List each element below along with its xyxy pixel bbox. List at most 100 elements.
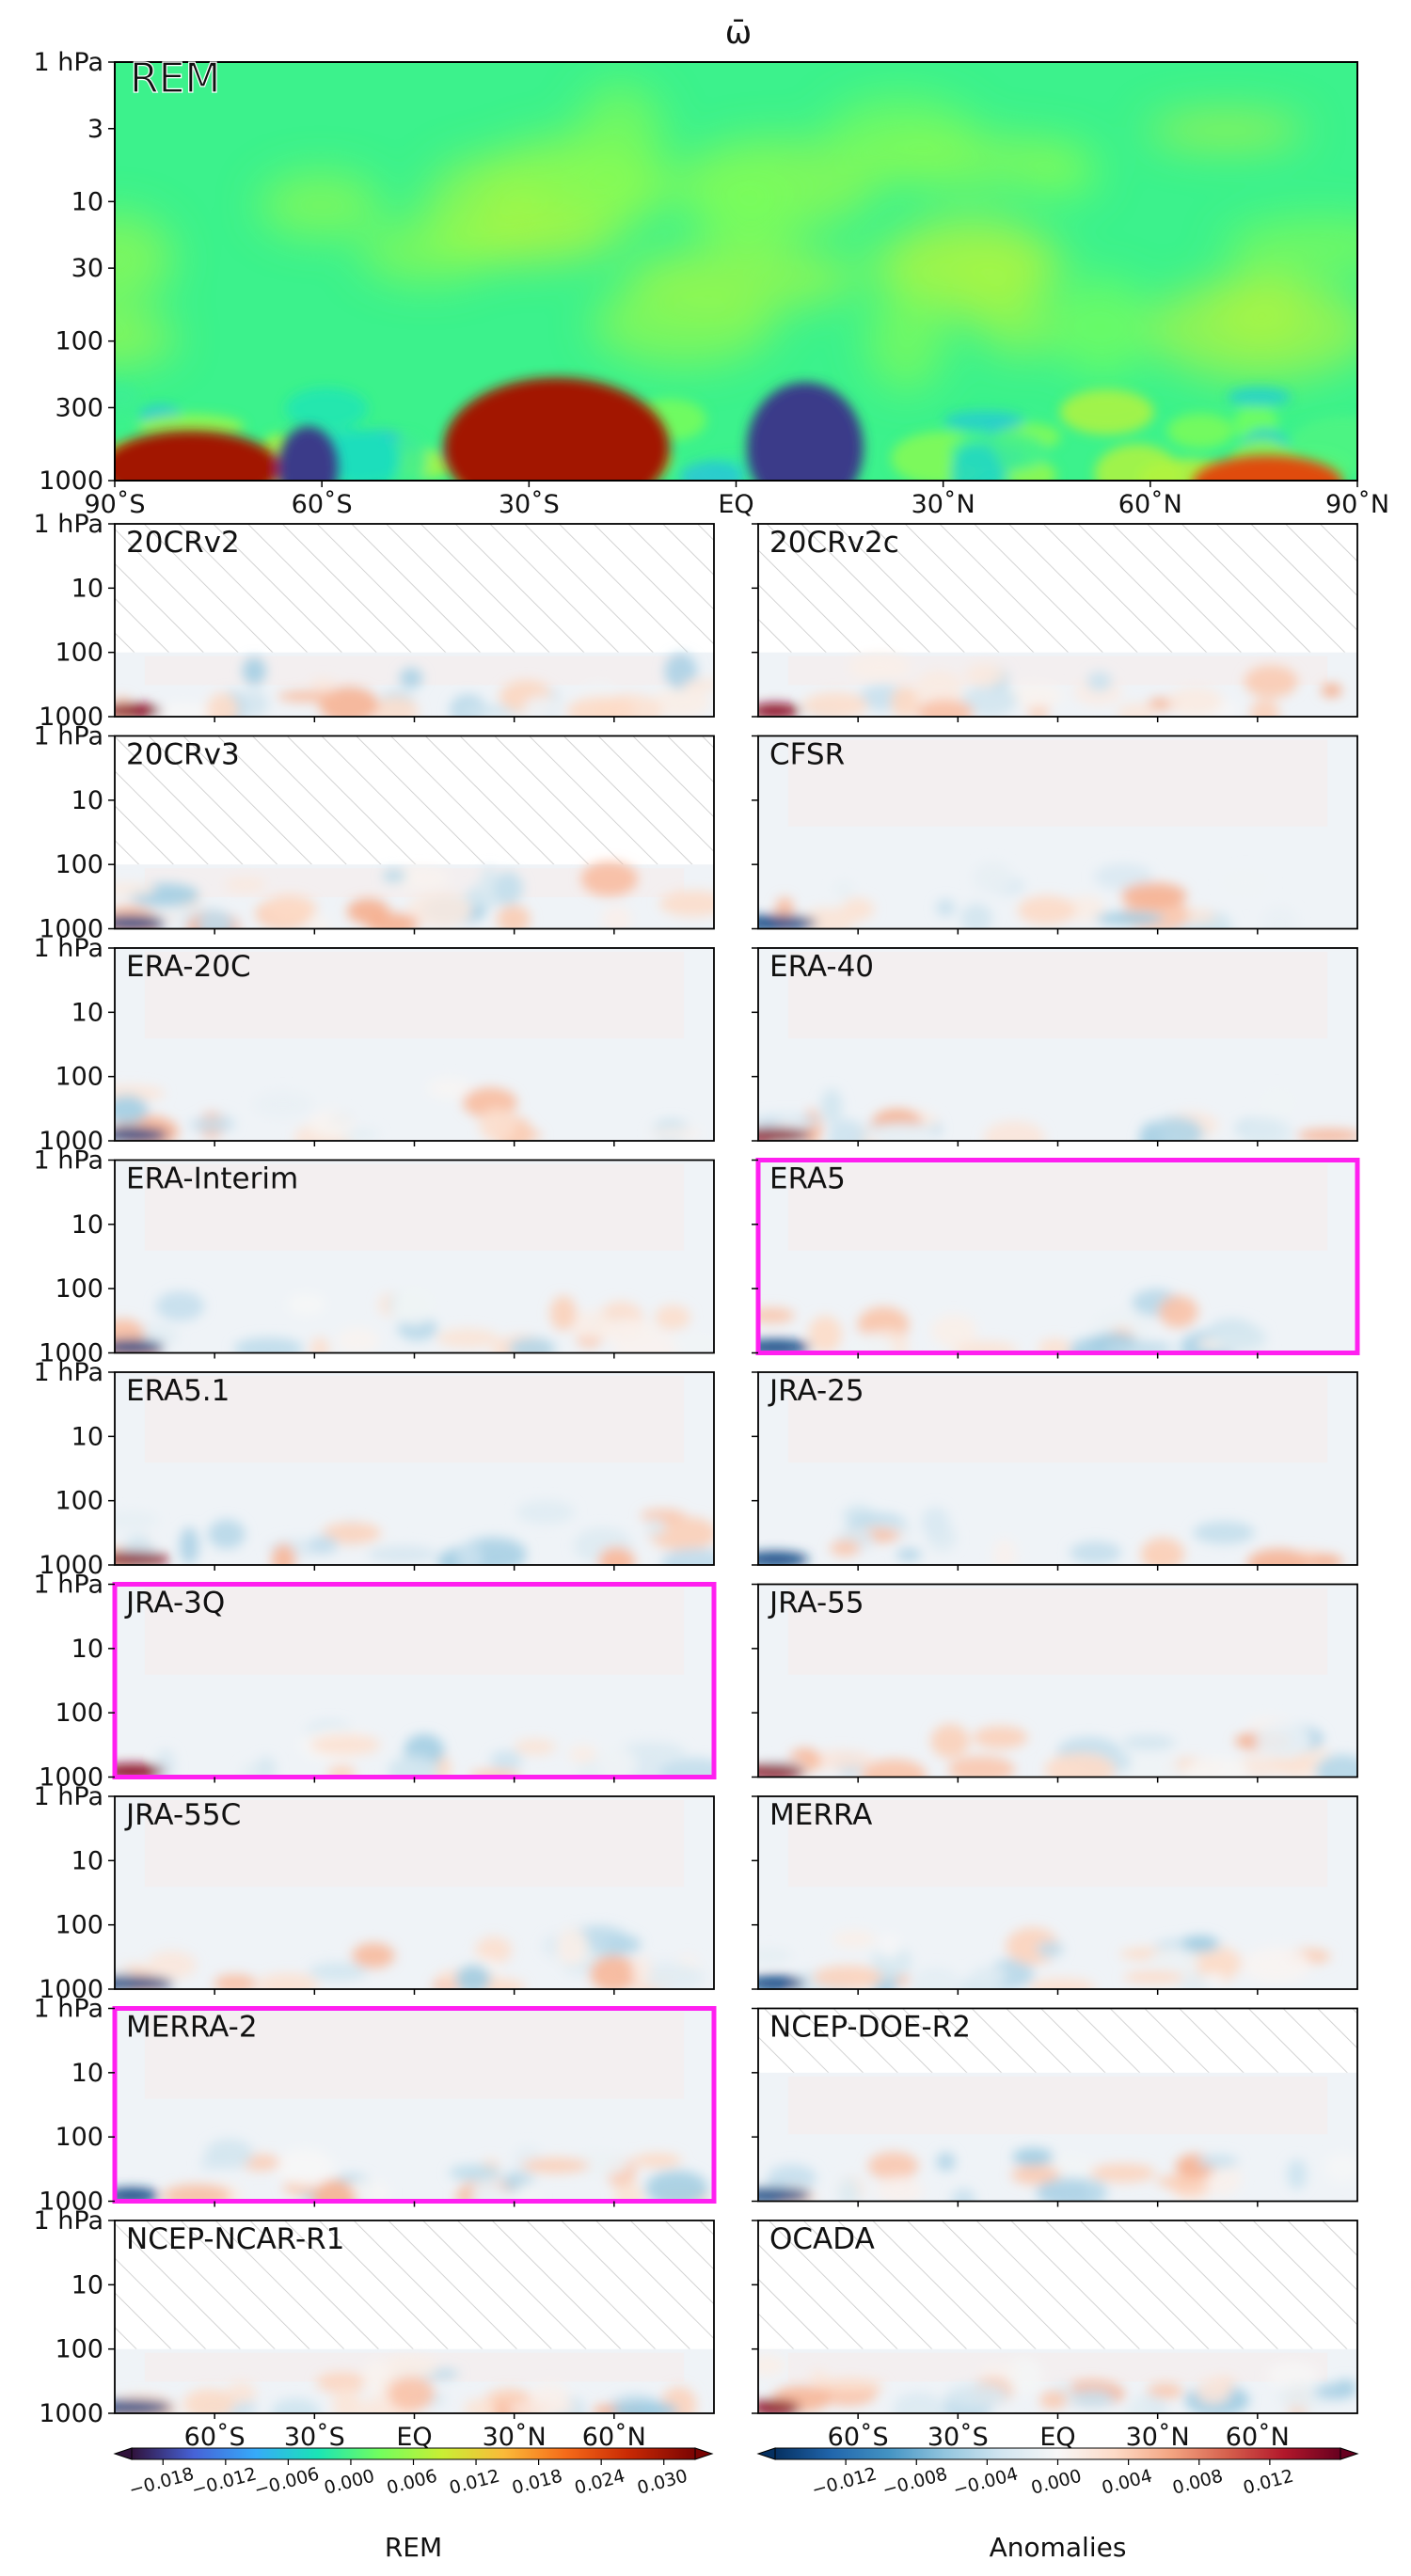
- panel-label: 20CRv2c: [769, 526, 899, 560]
- polar-surface-feature: [758, 2400, 801, 2413]
- colorbar-min-extend: [756, 2447, 776, 2460]
- panel-jra-3q: JRA-3Q 1 hPa 10 100 1000: [34, 1571, 717, 1793]
- colorbar-tick-label: −0.018: [127, 2463, 197, 2500]
- panel-label: 20CRv3: [126, 738, 240, 772]
- stratosphere-tint: [144, 1588, 685, 1675]
- panel-field: [115, 2220, 714, 2413]
- bottom-xtick-label: EQ: [1039, 2423, 1075, 2452]
- panel-era-interim: ERA-Interim 1 hPa 10 100 1000: [34, 1146, 715, 1368]
- rem-xtick-label: 90˚N: [1325, 490, 1389, 519]
- ytick-label: 1000: [39, 1763, 103, 1793]
- rem-feature-2: [443, 377, 670, 481]
- stratosphere-tint: [787, 1588, 1328, 1675]
- bottom-xtick-label: 30˚N: [483, 2423, 547, 2452]
- ytick-label: 100: [55, 1274, 103, 1304]
- panel-era-20c: ERA-20C 1 hPa 10 100 1000: [34, 934, 715, 1156]
- panel-field: [758, 1584, 1357, 1778]
- panel-label: ERA-40: [769, 950, 874, 984]
- ytick-label: 1 hPa: [34, 1358, 104, 1387]
- polar-surface-feature: [115, 1339, 165, 1353]
- panel-field: [758, 735, 1357, 929]
- panel-20crv2: 20CRv2 1 hPa 10 100 1000: [34, 510, 715, 732]
- colorbar-body: [131, 2447, 696, 2460]
- ytick-label: 100: [55, 2123, 103, 2152]
- panel-field: [758, 948, 1357, 1141]
- polar-surface-feature: [758, 1128, 812, 1141]
- ytick-label: 10: [71, 2270, 103, 2299]
- anomaly-blobs: [115, 653, 714, 717]
- ytick-label: 1000: [39, 1127, 103, 1156]
- polar-surface-feature: [115, 703, 162, 717]
- anomaly-blobs: [758, 1288, 1270, 1353]
- colorbars: −0.018−0.012−0.006 0.000 0.006 0.012 0.018 0.…: [113, 2447, 1359, 2563]
- no-data-hatch: [115, 524, 714, 653]
- ytick-label: 10: [71, 1210, 103, 1240]
- panel-merra-2: MERRA-2 1 hPa 10 100 1000: [34, 1995, 717, 2217]
- anomaly-blobs: [115, 2139, 710, 2202]
- colorbar-tick-label: 0.008: [1170, 2466, 1225, 2499]
- bottom-xtick-label: EQ: [396, 2423, 432, 2452]
- panel-ncep-doe-r2: NCEP-DOE-R2: [752, 2007, 1358, 2207]
- polar-surface-feature: [115, 915, 166, 929]
- ytick-label: 1000: [39, 1975, 103, 2004]
- ytick-label: 100: [55, 1063, 103, 1092]
- ytick-label: 10: [71, 998, 103, 1027]
- rem-lower-troposphere: [115, 383, 1357, 481]
- panel-20crv3: 20CRv3 1 hPa 10 100 1000: [34, 722, 715, 944]
- ytick-label: 1 hPa: [34, 2206, 104, 2236]
- rem-xtick-label: 30˚N: [912, 490, 975, 519]
- panel-era5-1: ERA5.1 1 hPa 10 100 1000: [34, 1358, 715, 1580]
- anomaly-blobs: [758, 1927, 1331, 1989]
- anomaly-blobs: [758, 2354, 1357, 2413]
- panel-field: [115, 1796, 714, 1989]
- colorbar-tick-label: −0.006: [252, 2463, 322, 2500]
- panel-label: NCEP-DOE-R2: [769, 2011, 971, 2045]
- panel-label: CFSR: [769, 738, 845, 772]
- panel-field: [758, 2008, 1357, 2202]
- ytick-label: 1000: [39, 1339, 103, 1368]
- rem-features: [115, 377, 1343, 481]
- rem-feature-0: [115, 431, 280, 481]
- panel-label: MERRA-2: [126, 2011, 258, 2045]
- colorbar-anomalies: −0.012 −0.008 −0.004 0.000 0.004 0.008 0.012 An…: [756, 2447, 1359, 2563]
- no-data-hatch: [115, 735, 714, 865]
- bottom-xtick-label: 60˚S: [184, 2423, 246, 2452]
- rem-feature-4: [1193, 455, 1343, 481]
- panel-label: ERA5.1: [126, 1374, 230, 1408]
- colorbar-tick-label: −0.012: [189, 2463, 259, 2500]
- anomaly-blobs: [115, 2355, 697, 2413]
- ytick-label: 10: [71, 574, 103, 603]
- ytick-label: 1000: [39, 1551, 103, 1580]
- anomaly-blobs: [115, 1925, 705, 1989]
- panel-label: 20CRv2: [126, 526, 240, 560]
- polar-surface-feature: [115, 2188, 159, 2202]
- ytick-label: 10: [71, 1635, 103, 1664]
- colorbar-body: [774, 2447, 1341, 2460]
- panel-era5: ERA5: [752, 1158, 1360, 1359]
- panel-label: NCEP-NCAR-R1: [126, 2222, 344, 2256]
- rem-xtick-label: EQ: [718, 490, 753, 519]
- colorbar-tick-label: −0.004: [951, 2463, 1021, 2500]
- ytick-label: 1 hPa: [34, 1146, 104, 1176]
- rem-ytick-label: 300: [55, 393, 103, 422]
- rem-xtick-label: 30˚S: [499, 490, 560, 519]
- anomaly-blobs: [758, 1087, 1357, 1141]
- panel-label: ERA-Interim: [126, 1162, 298, 1196]
- colorbar-min-extend: [113, 2447, 133, 2460]
- panel-label: OCADA: [769, 2222, 875, 2256]
- panel-jra-55c: JRA-55C 1 hPa 10 100 1000: [34, 1782, 715, 2004]
- panel-field: [758, 524, 1357, 717]
- rem-ytick-label: 1 hPa: [34, 48, 104, 77]
- anomaly-blobs: [115, 1077, 701, 1141]
- colorbar-label: REM: [385, 2532, 442, 2563]
- ytick-label: 100: [55, 1699, 103, 1728]
- colorbar-tick-label: 0.018: [510, 2466, 564, 2499]
- bottom-xtick-label: 30˚S: [927, 2423, 989, 2452]
- polar-surface-feature: [115, 1552, 169, 1565]
- stratosphere-tint: [787, 2076, 1328, 2135]
- panel-20crv2c: 20CRv2c: [752, 523, 1358, 722]
- anomaly-blobs: [115, 1500, 714, 1565]
- anomaly-background: [758, 1160, 1357, 1353]
- anomaly-blobs: [115, 861, 714, 929]
